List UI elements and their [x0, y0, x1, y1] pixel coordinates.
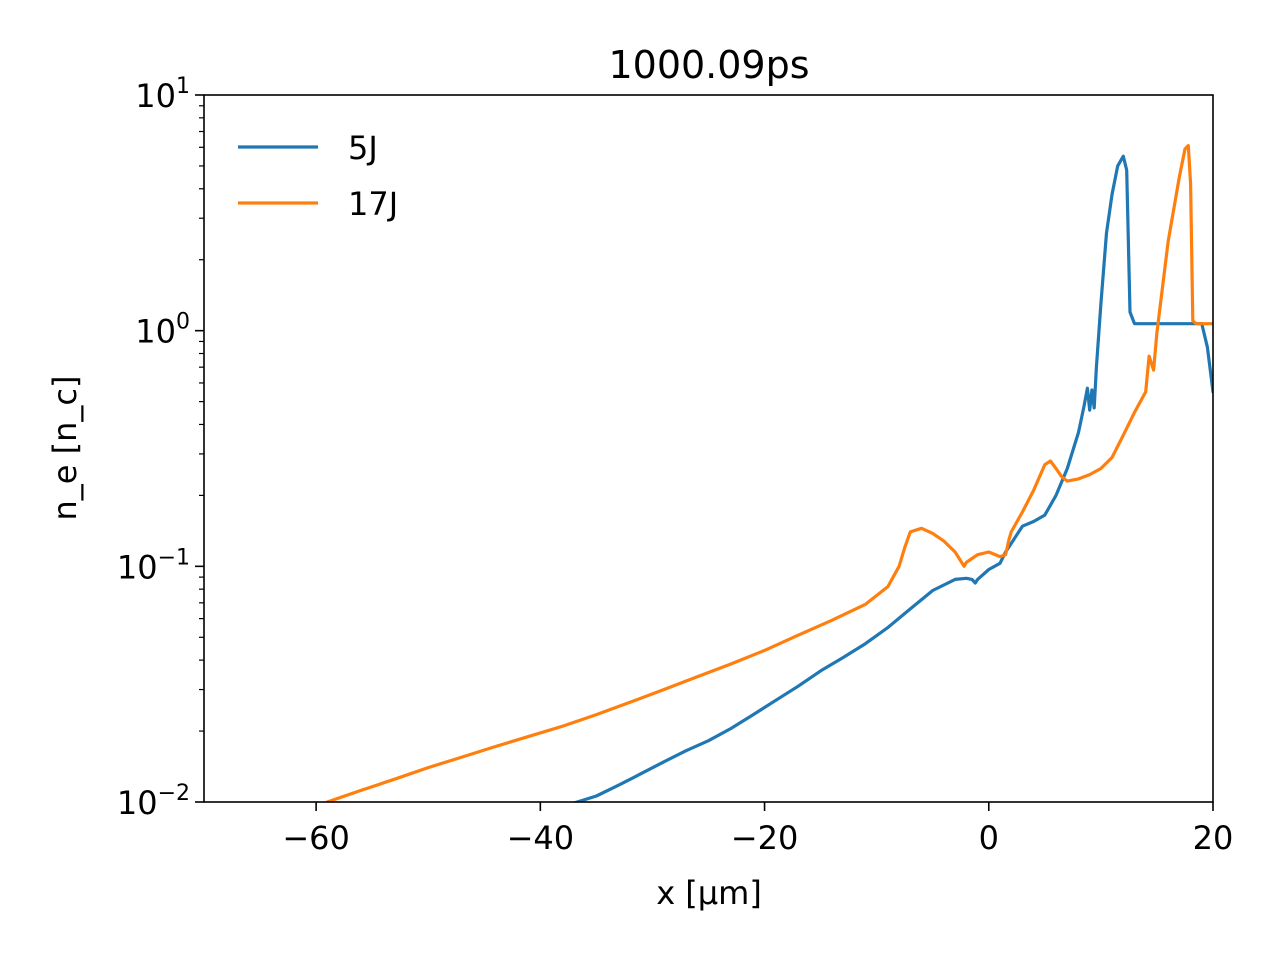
- x-tick-label: −20: [731, 819, 799, 857]
- plot-frame: [203, 94, 1214, 803]
- y-axis: 101 100 10−1 10−2: [117, 74, 204, 822]
- y-axis-label: n_e [n_c]: [46, 376, 84, 521]
- x-tick-label: −60: [282, 819, 350, 857]
- series-layer: [325, 144, 1213, 802]
- x-tick-label: −40: [507, 819, 575, 857]
- y-tick-label: 10−2: [117, 781, 190, 822]
- series-line-17J: [325, 144, 1213, 802]
- legend-label-17J: 17J: [348, 185, 398, 223]
- legend-label-5J: 5J: [348, 129, 378, 167]
- x-axis: −60 −40 −20 0 20: [282, 802, 1233, 857]
- y-tick-label: 100: [135, 310, 190, 351]
- series-line-5J: [572, 154, 1213, 802]
- chart-title: 1000.09ps: [608, 43, 809, 87]
- x-tick-label: 0: [979, 819, 999, 857]
- x-tick-label: 20: [1193, 819, 1234, 857]
- y-tick-label: 10−1: [117, 545, 190, 586]
- y-tick-label: 101: [135, 74, 190, 115]
- x-axis-label: x [μm]: [656, 874, 762, 912]
